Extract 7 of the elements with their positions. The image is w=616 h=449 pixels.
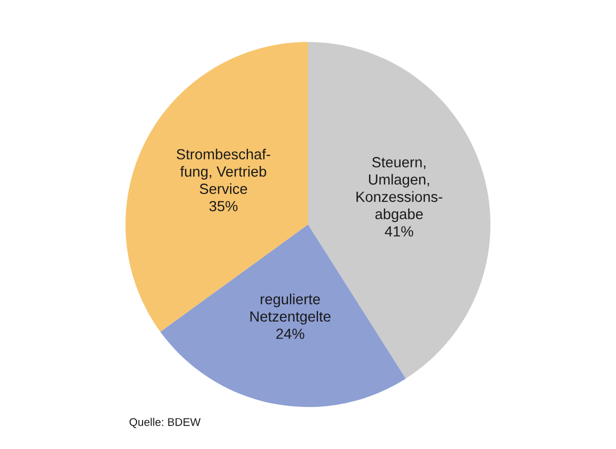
slice-label: regulierte Netzentgelte bbox=[250, 294, 330, 325]
slice-label: Steuern, Umlagen, Konzessions- abgabe bbox=[356, 157, 442, 222]
data-label: 35% bbox=[209, 200, 238, 212]
source-note: Quelle: BDEW bbox=[130, 418, 201, 428]
data-label: 41% bbox=[384, 226, 414, 236]
data-label: 24% bbox=[276, 328, 304, 339]
slice-label: Strombeschaf- fung, Vertrieb Service bbox=[176, 148, 270, 194]
